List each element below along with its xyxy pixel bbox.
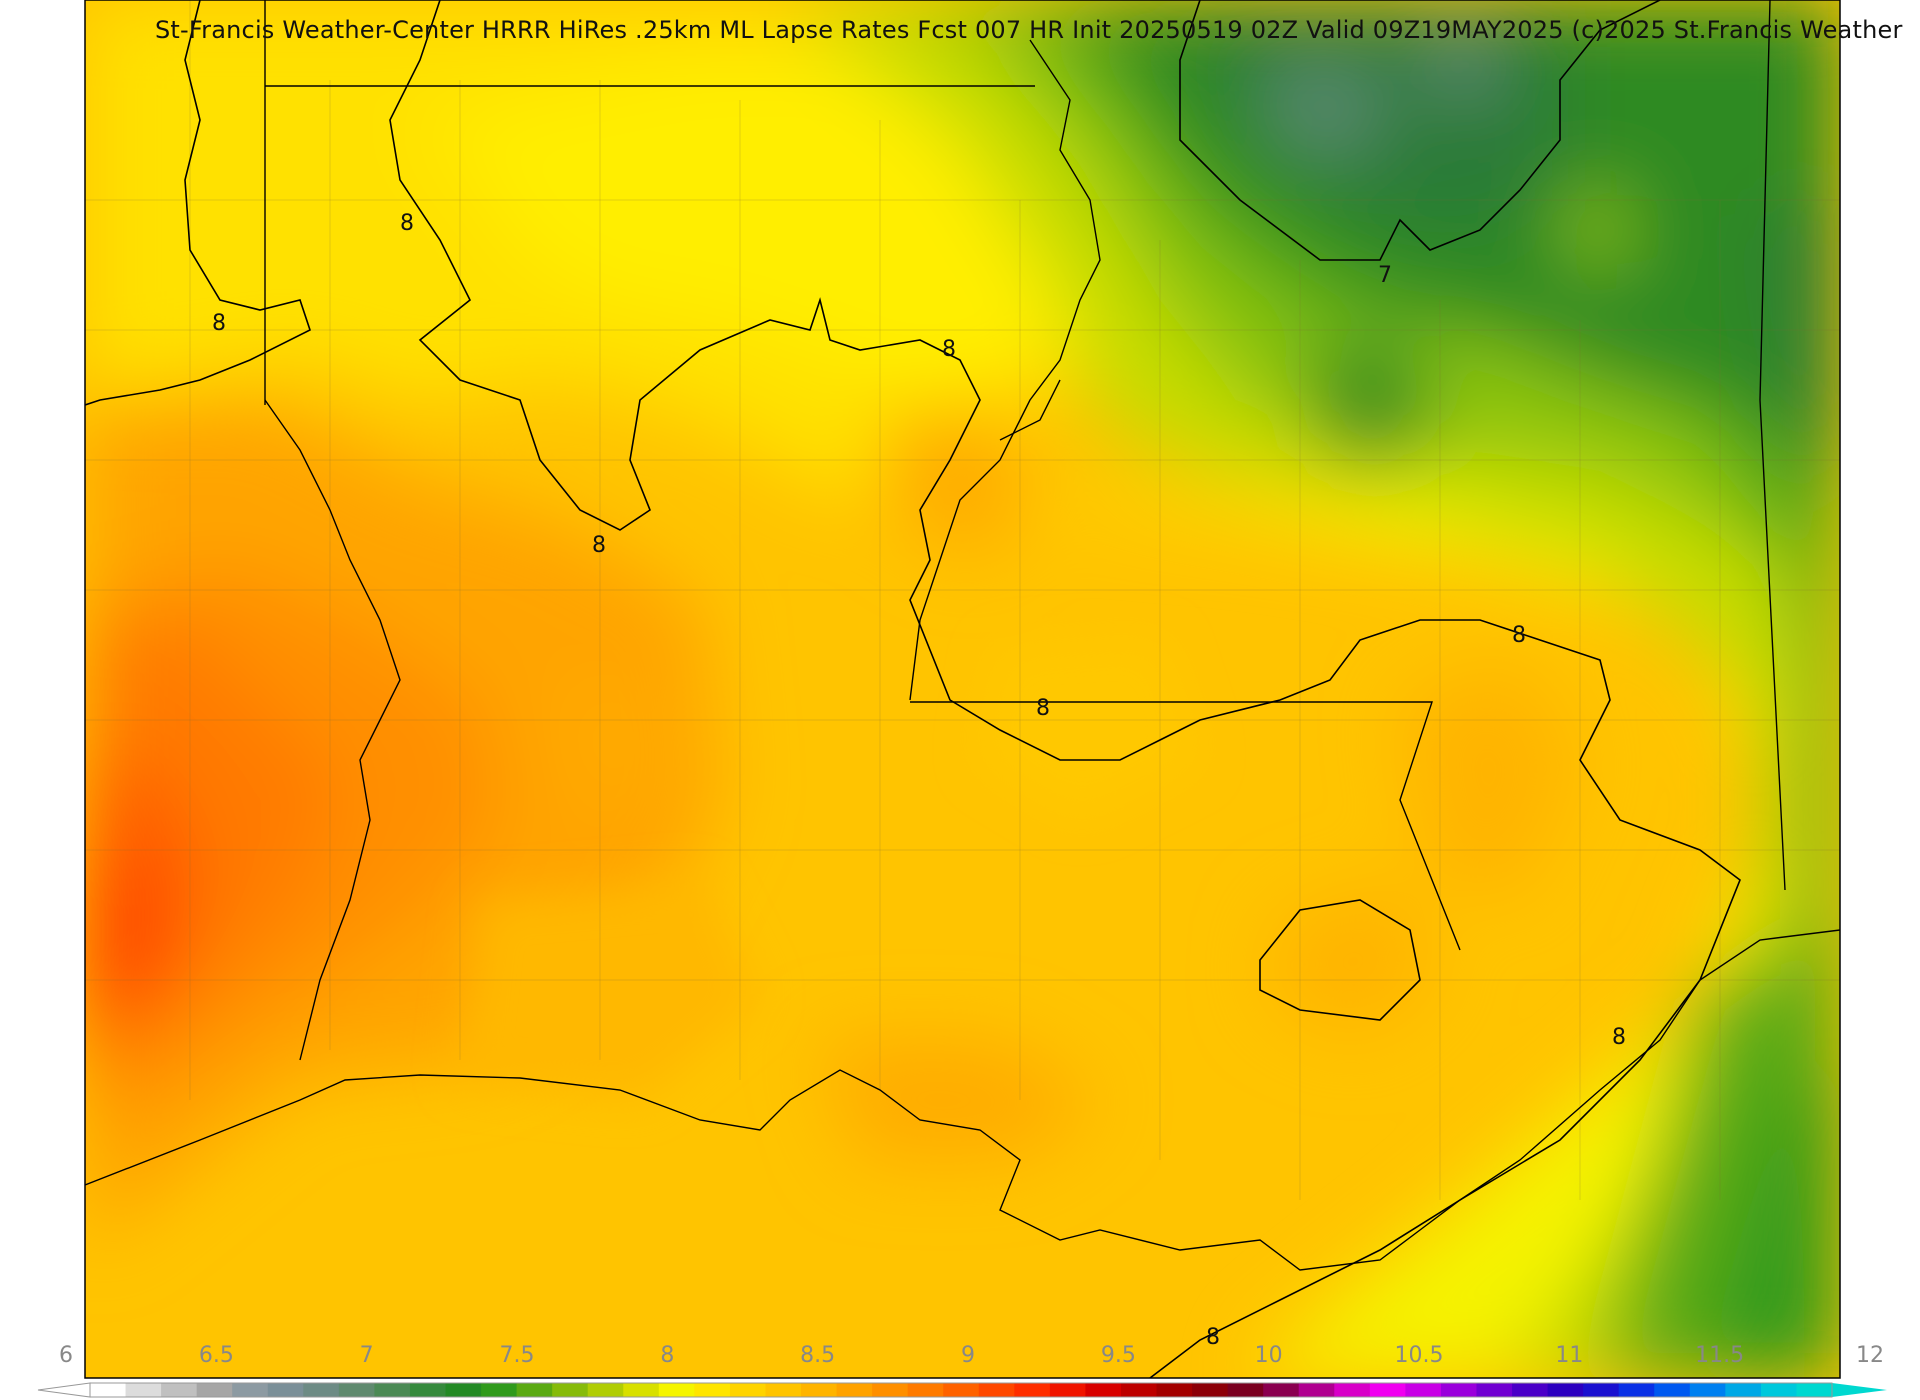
colorbar-swatch	[1583, 1383, 1620, 1397]
colorbar-tick-label: 6	[59, 1343, 73, 1368]
contour-label-4: 8	[942, 337, 956, 362]
colorbar-swatch	[1547, 1383, 1584, 1397]
colorbar-min-arrow	[37, 1382, 91, 1398]
colorbar-swatch	[1689, 1383, 1726, 1397]
colorbar-swatch	[943, 1383, 980, 1397]
colorbar-swatch	[1227, 1383, 1264, 1397]
colorbar-tick-label: 7	[359, 1343, 374, 1368]
map-border	[84, 0, 1841, 1379]
contour-label-1: 8	[400, 211, 414, 236]
colorbar-swatch	[409, 1383, 447, 1397]
colorbar-swatch	[836, 1383, 873, 1397]
colorbar-swatch	[623, 1383, 660, 1397]
colorbar-tick-label: 9	[961, 1343, 975, 1368]
contour-label-2: 8	[212, 311, 226, 336]
colorbar-swatch	[658, 1383, 695, 1397]
colorbar-swatch	[90, 1383, 127, 1397]
contour-lines	[85, 0, 1741, 1378]
colorbar-swatch	[1654, 1383, 1691, 1397]
contour-label-3: 8	[592, 533, 606, 558]
colorbar-swatch	[1512, 1383, 1549, 1397]
map-title: St-Francis Weather-Center HRRR HiRes .25…	[155, 16, 1903, 44]
colorbar-swatch	[1085, 1383, 1122, 1397]
colorbar-max-arrow	[1832, 1383, 1887, 1397]
colorbar-swatch	[552, 1383, 589, 1397]
colorbar-tick-label: 11.5	[1695, 1343, 1745, 1368]
colorbar-swatch	[303, 1383, 340, 1397]
colorbar-swatch	[1156, 1383, 1193, 1397]
colorbar-swatch	[1192, 1383, 1229, 1397]
colorbar-swatch	[338, 1383, 375, 1397]
colorbar-outline	[89, 1382, 1833, 1398]
colorbar-swatch	[765, 1383, 802, 1397]
colorbar-tick-label: 6.5	[198, 1343, 234, 1368]
colorbar-swatch	[1263, 1383, 1300, 1397]
colorbar-swatch	[978, 1383, 1015, 1397]
colorbar-tick-label: 10.5	[1394, 1343, 1444, 1368]
colorbar-swatch	[1796, 1383, 1833, 1397]
colorbar-swatch	[801, 1383, 838, 1397]
colorbar-swatch	[232, 1383, 269, 1397]
colorbar-swatch	[445, 1383, 482, 1397]
contour-label-9: 8	[1206, 1325, 1220, 1350]
colorbar-swatch	[1725, 1383, 1762, 1397]
colorbar-swatch	[374, 1383, 411, 1397]
colorbar-tick-label: 11	[1555, 1343, 1584, 1368]
colorbar-swatch	[1618, 1383, 1655, 1397]
colorbar-swatch	[1049, 1383, 1086, 1397]
colorbar-swatch	[1369, 1383, 1406, 1397]
colorbar-swatch	[1760, 1383, 1797, 1397]
colorbar-swatch	[1476, 1383, 1513, 1397]
contour-label-8: 8	[1612, 1025, 1626, 1050]
colorbar-swatch	[481, 1383, 518, 1397]
colorbar-swatch	[196, 1383, 233, 1397]
county-boundaries	[85, 0, 1840, 1200]
colorbar-swatch	[729, 1383, 766, 1397]
colorbar-swatch	[1334, 1383, 1371, 1397]
colorbar-swatch	[1440, 1383, 1477, 1397]
contour-labels: 8 8 8 8 8 8 7 8 8	[212, 211, 1626, 1350]
colorbar-swatch	[161, 1383, 198, 1397]
colorbar	[37, 1382, 1887, 1398]
colorbar-swatch	[125, 1383, 162, 1397]
colorbar-swatch	[587, 1383, 624, 1397]
colorbar-swatch	[267, 1383, 304, 1397]
state-boundaries	[85, 0, 1840, 1271]
colorbar-swatch	[516, 1383, 553, 1397]
contour-label-5: 8	[1036, 696, 1050, 721]
contour-label-6: 8	[1512, 623, 1526, 648]
colorbar-swatch	[872, 1383, 909, 1397]
colorbar-swatch	[1014, 1383, 1051, 1397]
colorbar-swatch	[907, 1383, 944, 1397]
colorbar-swatch	[1298, 1383, 1335, 1397]
colorbar-tick-label: 8	[660, 1343, 675, 1368]
colorbar-tick-label: 8.5	[800, 1343, 836, 1368]
colorbar-tick-label: 10	[1254, 1343, 1283, 1368]
colorbar-tick-label: 7.5	[499, 1343, 535, 1368]
colorbar-swatch	[1405, 1383, 1442, 1397]
contour-label-7: 7	[1378, 263, 1392, 288]
colorbar-swatch	[694, 1383, 731, 1397]
colorbar-swatch	[1120, 1383, 1158, 1397]
map-field	[85, 0, 1840, 1378]
colorbar-tick-label: 9.5	[1100, 1343, 1136, 1368]
colorbar-tick-label: 12	[1856, 1343, 1884, 1368]
